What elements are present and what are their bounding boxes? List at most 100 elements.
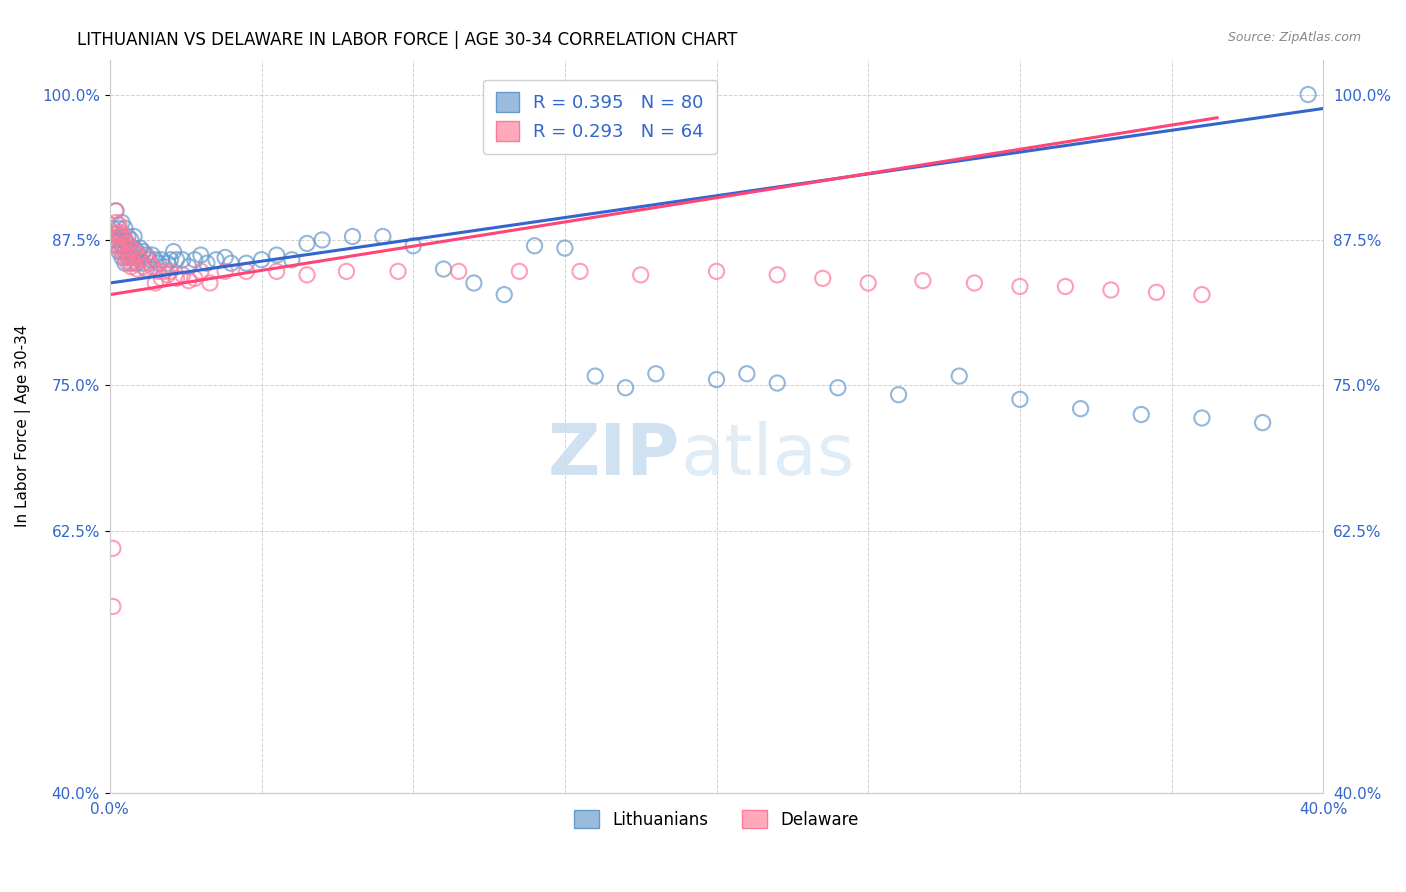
Point — [644, 367, 666, 381]
Text: Source: ZipAtlas.com: Source: ZipAtlas.com — [1227, 31, 1361, 45]
Point — [117, 247, 139, 261]
Point — [108, 218, 131, 232]
Y-axis label: In Labor Force | Age 30-34: In Labor Force | Age 30-34 — [15, 325, 31, 527]
Point — [1144, 285, 1167, 300]
Point — [614, 381, 637, 395]
Point — [148, 264, 170, 278]
Point — [120, 251, 142, 265]
Point — [114, 256, 136, 270]
Point — [235, 264, 257, 278]
Point — [1008, 392, 1031, 407]
Point — [887, 388, 910, 402]
Point — [156, 268, 179, 282]
Point — [523, 239, 546, 253]
Point — [120, 260, 142, 274]
Point — [111, 239, 134, 253]
Point — [214, 264, 236, 278]
Point — [1130, 408, 1153, 422]
Point — [494, 287, 516, 301]
Point — [132, 256, 155, 270]
Point — [108, 221, 131, 235]
Point — [114, 251, 136, 265]
Point — [911, 274, 934, 288]
Point — [166, 252, 188, 267]
Point — [148, 256, 170, 270]
Point — [114, 241, 136, 255]
Point — [195, 256, 218, 270]
Point — [205, 252, 228, 267]
Point — [122, 251, 145, 265]
Point — [111, 251, 134, 265]
Point — [101, 599, 124, 614]
Point — [766, 376, 789, 390]
Point — [135, 262, 157, 277]
Point — [138, 252, 160, 267]
Point — [235, 256, 257, 270]
Point — [159, 252, 181, 267]
Point — [184, 271, 207, 285]
Point — [172, 268, 194, 282]
Point — [108, 239, 131, 253]
Point — [114, 221, 136, 235]
Point — [120, 241, 142, 255]
Point — [104, 215, 127, 229]
Point — [114, 232, 136, 246]
Point — [104, 203, 127, 218]
Point — [111, 227, 134, 241]
Point — [166, 271, 188, 285]
Point — [114, 244, 136, 259]
Point — [117, 239, 139, 253]
Point — [117, 251, 139, 265]
Point — [432, 262, 454, 277]
Point — [120, 256, 142, 270]
Point — [250, 252, 273, 267]
Point — [214, 251, 236, 265]
Point — [190, 264, 212, 278]
Point — [630, 268, 652, 282]
Point — [122, 244, 145, 259]
Point — [554, 241, 576, 255]
Point — [104, 227, 127, 241]
Point — [463, 276, 485, 290]
Point — [120, 244, 142, 259]
Point — [162, 244, 184, 259]
Point — [1251, 416, 1274, 430]
Point — [135, 251, 157, 265]
Point — [266, 248, 288, 262]
Point — [122, 229, 145, 244]
Point — [127, 262, 149, 277]
Text: ZIP: ZIP — [548, 421, 681, 490]
Point — [129, 252, 152, 267]
Point — [177, 260, 200, 274]
Point — [447, 264, 470, 278]
Point — [111, 236, 134, 251]
Point — [1070, 401, 1092, 416]
Point — [295, 236, 318, 251]
Point — [706, 373, 728, 387]
Point — [266, 264, 288, 278]
Point — [122, 256, 145, 270]
Point — [371, 229, 394, 244]
Point — [111, 229, 134, 244]
Point — [132, 244, 155, 259]
Point — [120, 233, 142, 247]
Point — [129, 241, 152, 255]
Point — [827, 381, 849, 395]
Point — [198, 276, 221, 290]
Point — [1054, 279, 1077, 293]
Point — [108, 225, 131, 239]
Point — [150, 271, 173, 285]
Point — [190, 248, 212, 262]
Point — [114, 233, 136, 247]
Point — [117, 236, 139, 251]
Point — [138, 256, 160, 270]
Point — [177, 274, 200, 288]
Point — [111, 215, 134, 229]
Point — [387, 264, 409, 278]
Point — [101, 233, 124, 247]
Point — [143, 276, 166, 290]
Point — [706, 264, 728, 278]
Point — [281, 252, 304, 267]
Point — [127, 256, 149, 270]
Point — [141, 260, 163, 274]
